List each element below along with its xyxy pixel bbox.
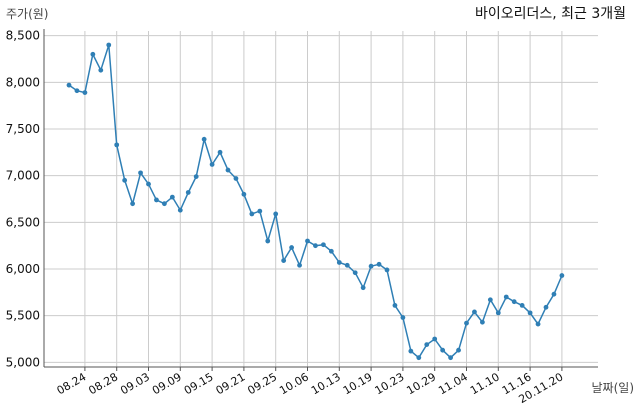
price-point bbox=[90, 51, 96, 57]
price-point bbox=[249, 211, 255, 217]
x-tick-label: 11.04 bbox=[436, 370, 470, 397]
price-point bbox=[257, 208, 263, 214]
price-point bbox=[241, 191, 247, 197]
price-series bbox=[66, 42, 565, 361]
price-point bbox=[328, 248, 334, 254]
x-tick-label: 09.15 bbox=[182, 370, 216, 397]
x-tick-label: 09.21 bbox=[214, 370, 248, 397]
price-point bbox=[535, 321, 541, 327]
price-point bbox=[114, 142, 120, 148]
price-point bbox=[265, 238, 271, 244]
price-point bbox=[336, 260, 342, 265]
price-point bbox=[376, 261, 382, 267]
price-point bbox=[344, 262, 350, 268]
price-point bbox=[464, 320, 469, 326]
y-tick-label: 6,000 bbox=[6, 262, 40, 276]
y-tick-label: 5,500 bbox=[6, 309, 40, 323]
price-point bbox=[352, 270, 358, 276]
price-point bbox=[193, 174, 199, 180]
price-point bbox=[98, 67, 104, 73]
y-tick-label: 6,500 bbox=[6, 215, 40, 229]
price-point bbox=[122, 177, 128, 183]
grid-lines bbox=[44, 31, 598, 367]
price-point bbox=[313, 243, 318, 249]
price-point bbox=[511, 299, 517, 305]
x-tick-label: 08.24 bbox=[55, 370, 89, 397]
y-tick-labels: 5,000 5,500 6,000 6,500 7,000 7,500 8,000 8,500 bbox=[6, 29, 40, 370]
price-point bbox=[217, 149, 223, 155]
price-line bbox=[68, 44, 563, 359]
price-point bbox=[297, 262, 302, 268]
price-point bbox=[543, 304, 549, 310]
x-tick-label: 09.25 bbox=[245, 370, 279, 397]
price-point bbox=[551, 291, 557, 297]
price-point bbox=[138, 170, 143, 176]
x-tick-label: 10.23 bbox=[373, 370, 407, 397]
chart-title: 바이오리더스, 최근 3개월 bbox=[475, 6, 626, 22]
price-point bbox=[289, 245, 294, 250]
price-point bbox=[130, 201, 136, 207]
price-point bbox=[82, 90, 88, 95]
price-point bbox=[559, 273, 565, 278]
y-tick-label: 5,000 bbox=[6, 355, 40, 369]
y-tick-label: 7,500 bbox=[6, 122, 40, 136]
price-point bbox=[424, 342, 430, 347]
price-point bbox=[360, 285, 366, 291]
price-point bbox=[480, 319, 485, 325]
price-point bbox=[74, 88, 80, 94]
price-point bbox=[392, 303, 398, 308]
price-point bbox=[185, 190, 191, 195]
x-tick-label: 10.29 bbox=[404, 370, 438, 397]
price-point bbox=[495, 310, 501, 316]
x-tick-label: 10.13 bbox=[309, 370, 343, 397]
price-point bbox=[233, 176, 239, 181]
price-point bbox=[321, 242, 326, 248]
x-tick-label: 09.03 bbox=[118, 370, 152, 397]
price-point bbox=[225, 167, 231, 173]
price-point bbox=[281, 258, 287, 263]
y-axis-title: 주가(원) bbox=[6, 7, 48, 21]
price-point bbox=[487, 297, 493, 303]
price-point bbox=[273, 211, 279, 217]
price-point bbox=[154, 197, 159, 203]
price-point bbox=[456, 347, 461, 353]
price-point bbox=[408, 348, 414, 354]
price-point bbox=[106, 42, 112, 48]
price-point bbox=[368, 263, 374, 269]
price-point bbox=[519, 303, 525, 308]
price-point bbox=[448, 355, 453, 361]
price-point bbox=[400, 315, 406, 320]
price-point bbox=[162, 201, 167, 207]
price-point bbox=[527, 310, 533, 316]
x-tick-labels: 08.2408.2809.0309.0909.1509.2109.2510.06… bbox=[55, 370, 566, 406]
price-point bbox=[66, 82, 72, 88]
price-point bbox=[305, 238, 310, 244]
x-tick-label: 10.06 bbox=[277, 370, 311, 397]
x-tick-label: 09.09 bbox=[150, 370, 184, 397]
price-point bbox=[440, 347, 446, 353]
y-tick-label: 7,000 bbox=[6, 169, 40, 183]
y-tick-label: 8,000 bbox=[6, 75, 40, 89]
price-point bbox=[503, 294, 509, 300]
price-point bbox=[201, 136, 207, 142]
price-point bbox=[209, 162, 215, 167]
price-point bbox=[416, 355, 422, 361]
price-point bbox=[384, 267, 390, 273]
x-tick-label: 11.10 bbox=[468, 370, 502, 397]
price-point bbox=[472, 309, 477, 315]
y-tick-label: 8,500 bbox=[6, 29, 40, 43]
axes bbox=[43, 29, 598, 371]
x-axis-title: 날짜(일) bbox=[592, 381, 634, 395]
price-point bbox=[146, 181, 151, 187]
price-point bbox=[432, 336, 438, 342]
x-tick-label: 10.19 bbox=[341, 370, 375, 397]
price-point bbox=[169, 194, 175, 200]
price-point bbox=[177, 207, 183, 213]
x-tick-label: 08.28 bbox=[86, 370, 120, 397]
